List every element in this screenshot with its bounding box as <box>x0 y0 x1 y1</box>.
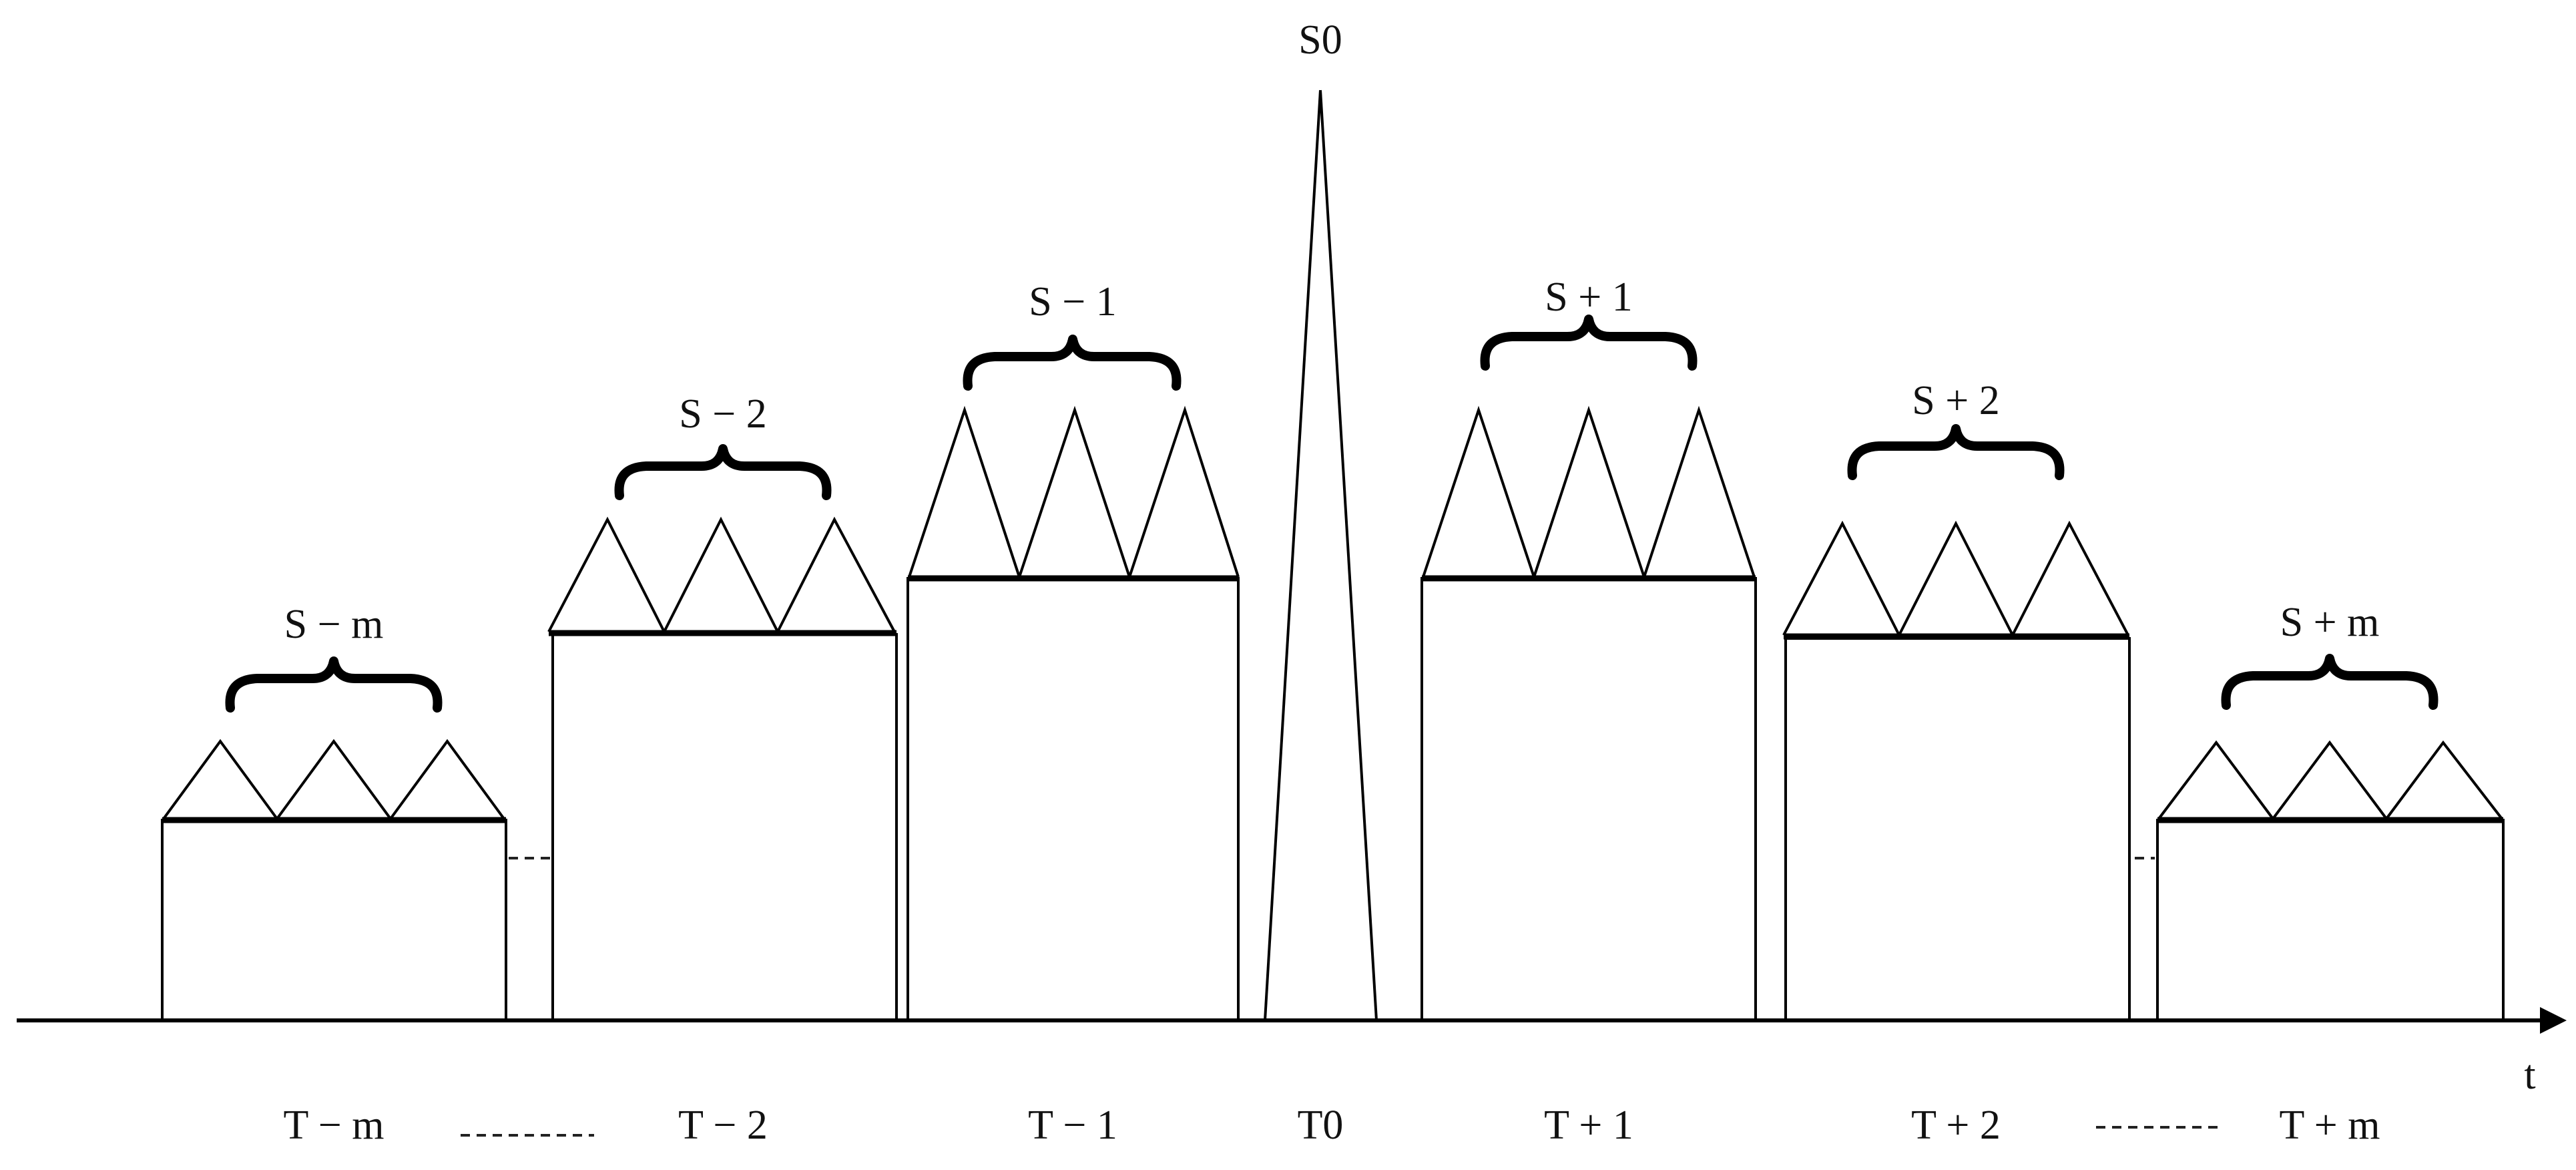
block-top-label: S + 1 <box>1545 274 1632 320</box>
triangle-row <box>2157 740 2503 821</box>
block-top-label: S + m <box>2280 600 2380 645</box>
block-bottom-label: T + 1 <box>1544 1103 1633 1148</box>
brace <box>225 656 443 713</box>
block-body <box>2156 819 2505 1022</box>
triangle-row <box>1782 520 2129 638</box>
block-minus-1: S − 1 T − 1 <box>907 279 1240 1148</box>
peak-left-edge <box>1264 89 1322 1021</box>
triangle-row <box>162 739 505 821</box>
block-plus-2: S + 2 T + 2 <box>1782 378 2131 1148</box>
peak-top-label: S0 <box>1298 17 1342 63</box>
triangle-row <box>1422 405 1756 582</box>
block-top-label: S − 2 <box>679 391 766 437</box>
block-body <box>551 633 898 1022</box>
triangle-row <box>547 516 896 635</box>
block-body <box>907 577 1240 1022</box>
brace <box>614 444 832 500</box>
brace <box>1480 315 1698 371</box>
block-bottom-label: T − 1 <box>1028 1103 1117 1148</box>
peak-bottom-label: T0 <box>1298 1103 1344 1148</box>
block-plus-m: S + m T + m <box>2156 600 2505 1148</box>
brace <box>1847 424 2065 480</box>
axis-label: t <box>2524 1052 2535 1098</box>
peak-s0: S0 T0 <box>1264 17 1378 1148</box>
block-top-label: S − 1 <box>1029 279 1116 325</box>
peak-right-edge <box>1319 89 1378 1021</box>
brace <box>2221 654 2438 710</box>
block-body <box>1421 577 1757 1022</box>
block-body <box>1784 637 2131 1022</box>
block-bottom-label: T + 2 <box>1911 1103 2001 1148</box>
block-plus-1: S + 1 T + 1 <box>1421 274 1757 1148</box>
brace <box>963 335 1182 391</box>
block-bottom-label: T + m <box>2280 1103 2380 1148</box>
block-top-label: S − m <box>284 602 384 647</box>
block-top-label: S + 2 <box>1912 378 1999 423</box>
block-minus-m: S − m T − m <box>161 602 507 1148</box>
block-body <box>161 819 507 1022</box>
triangle-row <box>908 405 1240 582</box>
block-bottom-label: T − 2 <box>678 1103 768 1148</box>
axis-arrowhead <box>2540 1007 2567 1034</box>
block-bottom-label: T − m <box>284 1103 384 1148</box>
block-minus-2: S − 2 T − 2 <box>547 391 898 1148</box>
